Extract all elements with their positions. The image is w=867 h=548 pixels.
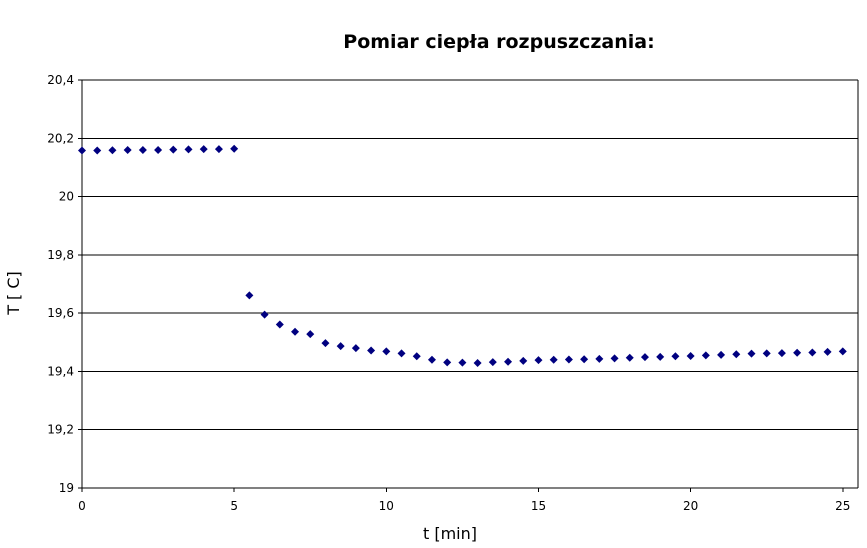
data-point-32: [564, 355, 573, 364]
data-point-3: [123, 145, 132, 154]
y-tick-label-6: 20,2: [47, 131, 74, 145]
data-point-35: [610, 354, 619, 363]
data-point-33: [580, 355, 589, 364]
data-point-0: [78, 146, 86, 155]
x-tick-label-5: 25: [835, 499, 850, 513]
data-point-30: [534, 356, 543, 365]
data-point-27: [488, 358, 497, 367]
data-point-17: [336, 342, 345, 351]
data-point-21: [397, 349, 406, 358]
x-tick-label-4: 20: [683, 499, 698, 513]
data-point-14: [291, 327, 300, 336]
x-tick-label-2: 10: [379, 499, 394, 513]
data-point-47: [793, 348, 802, 357]
data-point-42: [717, 350, 726, 359]
data-point-41: [701, 351, 710, 360]
data-points: [78, 144, 847, 367]
x-axis-label: t [min]: [423, 524, 477, 543]
y-tick-label-0: 19: [59, 481, 74, 495]
y-tick-label-1: 19,2: [47, 423, 74, 437]
data-point-48: [808, 348, 817, 357]
y-tick-label-7: 20,4: [47, 73, 74, 87]
data-point-36: [625, 353, 634, 362]
data-point-15: [306, 330, 315, 339]
y-tick-label-2: 19,4: [47, 364, 74, 378]
data-point-10: [230, 144, 239, 153]
data-point-31: [549, 355, 558, 364]
data-point-23: [427, 355, 436, 364]
data-point-13: [275, 320, 284, 329]
data-point-12: [260, 310, 269, 319]
data-point-1: [93, 146, 102, 155]
data-point-46: [777, 349, 786, 358]
data-point-25: [458, 358, 467, 367]
data-point-8: [199, 145, 208, 154]
axes: [78, 79, 859, 492]
y-tick-label-5: 20: [59, 190, 74, 204]
data-point-49: [823, 347, 832, 356]
data-point-24: [443, 358, 452, 367]
y-tick-label-4: 19,8: [47, 248, 74, 262]
data-point-18: [351, 344, 360, 353]
chart-title: Pomiar ciepła rozpuszczania:: [343, 31, 654, 53]
x-tick-labels: 0 5 10 15 20 25: [78, 499, 850, 513]
data-point-40: [686, 351, 695, 360]
y-tick-labels: 19 19,2 19,4 19,6 19,8 20 20,2 20,4: [47, 73, 74, 495]
data-point-2: [108, 146, 117, 155]
data-point-45: [762, 349, 771, 358]
grid-lines: [82, 79, 858, 489]
data-point-20: [382, 347, 391, 356]
data-point-37: [640, 353, 649, 362]
data-point-39: [671, 352, 680, 361]
data-point-9: [214, 145, 223, 154]
data-point-16: [321, 339, 330, 348]
data-point-22: [412, 352, 421, 361]
data-point-44: [747, 349, 756, 358]
y-axis-label: T [ C]: [4, 271, 23, 316]
data-point-28: [504, 357, 513, 366]
data-point-26: [473, 358, 482, 367]
x-tick-label-1: 5: [230, 499, 238, 513]
x-tick-label-3: 15: [531, 499, 546, 513]
data-point-38: [656, 352, 665, 361]
data-point-11: [245, 291, 254, 300]
data-point-29: [519, 356, 528, 365]
data-point-34: [595, 354, 604, 363]
y-tick-label-3: 19,6: [47, 306, 74, 320]
data-point-6: [169, 145, 178, 154]
data-point-50: [838, 347, 847, 356]
data-point-19: [367, 346, 376, 355]
data-point-4: [138, 145, 147, 154]
data-point-7: [184, 145, 193, 154]
data-point-5: [154, 145, 163, 154]
x-tick-label-0: 0: [78, 499, 86, 513]
data-point-43: [732, 350, 741, 359]
